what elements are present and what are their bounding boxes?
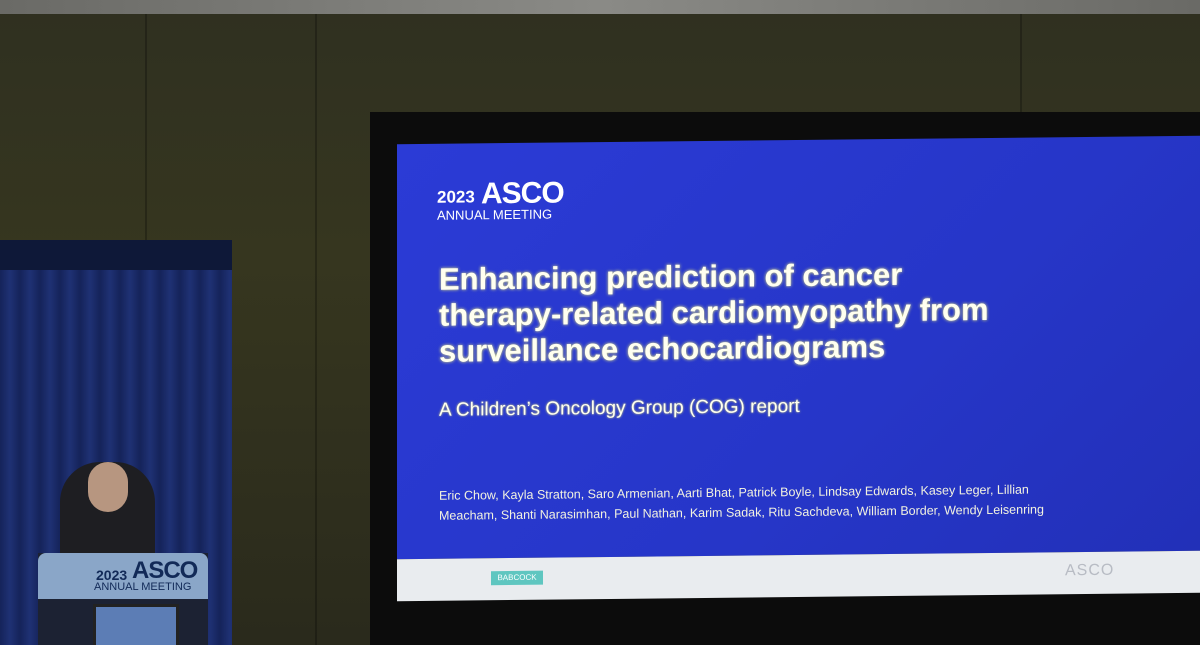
slide-footer: BABCOCK ASCO — [397, 550, 1200, 602]
slide-title: Enhancing prediction of cancer therapy-r… — [439, 256, 989, 370]
footer-logo: ASCO — [1065, 561, 1115, 580]
podium-year: 2023 — [96, 567, 128, 583]
podium-brand: ASCO — [132, 557, 198, 584]
slide: 2023 ASCO ANNUAL MEETING Enhancing predi… — [397, 135, 1200, 560]
curtain-top — [0, 240, 232, 270]
podium-sign: 2023 ASCO ANNUAL MEETING — [38, 553, 208, 599]
title-line: therapy-related cardiomyopathy from — [439, 292, 989, 333]
podium-event: ANNUAL MEETING — [94, 581, 192, 593]
slide-subtitle: A Children’s Oncology Group (COG) report — [439, 395, 800, 421]
speaker-head — [88, 462, 128, 512]
authors: Eric Chow, Kayla Stratton, Saro Armenian… — [439, 479, 1044, 525]
podium-screen — [93, 604, 179, 645]
ceiling — [0, 0, 1200, 14]
title-line: Enhancing prediction of cancer — [439, 256, 903, 297]
logo-event: ANNUAL MEETING — [437, 206, 553, 223]
title-line: surveillance echocardiograms — [439, 329, 886, 369]
wall-seam — [315, 14, 317, 645]
logo-year: 2023 — [437, 187, 475, 207]
footer-badge: BABCOCK — [491, 570, 543, 586]
